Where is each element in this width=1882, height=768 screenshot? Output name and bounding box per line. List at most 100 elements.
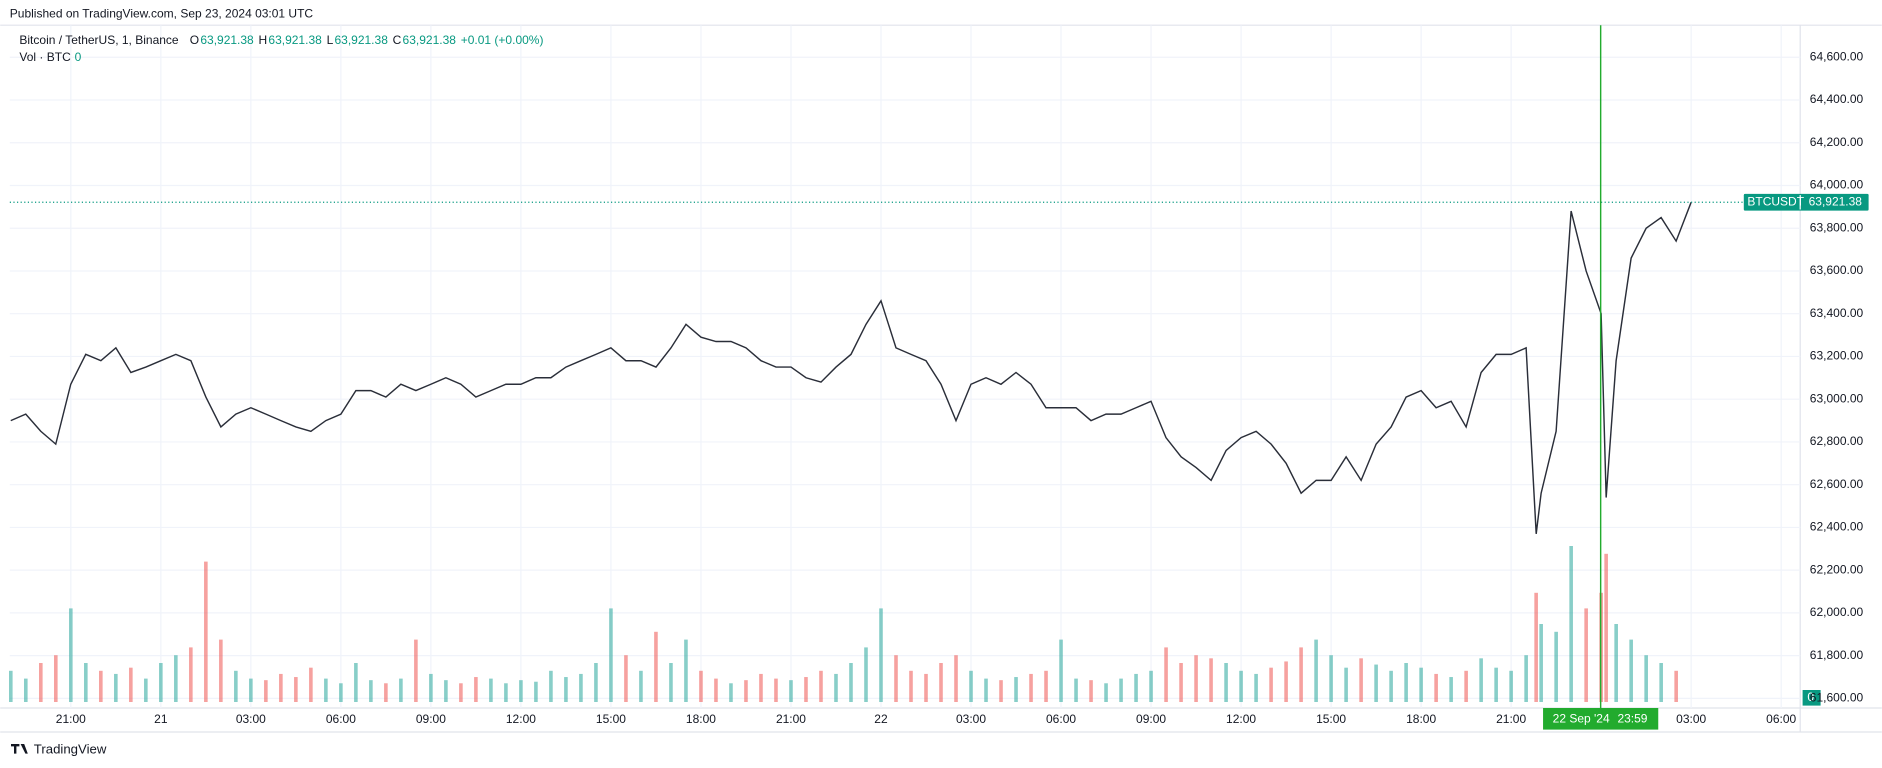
volume-bar	[489, 678, 493, 702]
volume-bar	[1534, 592, 1538, 702]
ohlc-label: H	[259, 33, 268, 47]
volume-bar	[9, 670, 13, 702]
volume-bar	[459, 683, 463, 702]
volume-bar	[1314, 639, 1318, 702]
volume-bar	[219, 639, 223, 702]
y-tick-label: 62,600.00	[1810, 477, 1864, 491]
x-tick-label: 15:00	[596, 712, 626, 726]
x-tick-label: 12:00	[506, 712, 536, 726]
volume-bar	[204, 561, 208, 702]
x-tick-label: 12:00	[1226, 712, 1256, 726]
volume-bar	[309, 667, 313, 702]
last-price-symbol: BTCUSDT	[1747, 194, 1804, 208]
volume-bar	[639, 670, 643, 702]
y-tick-label: 64,000.00	[1810, 178, 1864, 192]
volume-bar	[939, 663, 943, 702]
volume-bar	[144, 678, 148, 702]
volume-bar	[729, 683, 733, 702]
volume-bar	[669, 663, 673, 702]
volume-bar	[1239, 670, 1243, 702]
price-line	[10, 202, 1692, 534]
volume-bar	[999, 680, 1003, 702]
volume-bar	[579, 673, 583, 702]
volume-bar	[1029, 673, 1033, 702]
volume-bar	[954, 655, 958, 702]
volume-bar	[969, 670, 973, 702]
volume-bar	[1164, 647, 1168, 702]
crosshair-time: 23:59	[1617, 712, 1647, 726]
x-tick-label: 09:00	[1136, 712, 1166, 726]
x-tick-label: 21:00	[1496, 712, 1526, 726]
volume-bar	[1404, 663, 1408, 702]
volume-bar	[789, 680, 793, 702]
y-tick-label: 64,600.00	[1810, 49, 1864, 63]
volume-bar	[864, 647, 868, 702]
volume-bar	[1509, 670, 1513, 702]
volume-bar	[1179, 663, 1183, 702]
grid	[9, 25, 1801, 708]
volume-bar	[99, 670, 103, 702]
x-tick-label: 06:00	[326, 712, 356, 726]
brand-name: TradingView	[34, 741, 107, 756]
volume-bar	[1374, 664, 1378, 702]
volume-bar	[189, 647, 193, 702]
x-tick-label: 09:00	[416, 712, 446, 726]
crosshair-date: 22 Sep '24	[1553, 712, 1610, 726]
volume-bar	[594, 663, 598, 702]
volume-bar	[1329, 655, 1333, 702]
volume-bar	[264, 680, 268, 702]
volume-bar	[849, 663, 853, 702]
volume-bar	[369, 680, 373, 702]
volume-bar	[1659, 663, 1663, 702]
volume-bar	[1224, 663, 1228, 702]
x-tick-label: 03:00	[236, 712, 266, 726]
y-tick-label: 62,000.00	[1810, 605, 1864, 619]
volume-bar	[519, 680, 523, 702]
ohlc-label: L	[327, 33, 334, 47]
volume-bar	[1359, 658, 1363, 702]
volume-bar	[699, 670, 703, 702]
last-price-value: 63,921.38	[1809, 194, 1863, 208]
volume-bar	[1604, 553, 1608, 702]
volume-bar	[114, 673, 118, 702]
y-tick-label: 64,400.00	[1810, 92, 1864, 106]
crosshair-badge	[1543, 708, 1659, 730]
volume-bar	[984, 678, 988, 702]
volume-bar	[819, 670, 823, 702]
volume-bar	[1464, 670, 1468, 702]
x-tick-label: 21:00	[776, 712, 806, 726]
ohlc-label: O	[190, 33, 199, 47]
volume-bar	[1194, 655, 1198, 702]
volume-bar	[174, 655, 178, 702]
volume-bar	[1134, 673, 1138, 702]
volume-bar	[1044, 670, 1048, 702]
y-tick-label: 63,800.00	[1810, 220, 1864, 234]
volume-bar	[1434, 673, 1438, 702]
volume-bar	[1569, 546, 1573, 702]
volume-bar	[54, 655, 58, 702]
x-tick-label: 15:00	[1316, 712, 1346, 726]
ohlc-label: C	[393, 33, 402, 47]
volume-bar	[324, 678, 328, 702]
symbol-title: Bitcoin / TetherUS, 1, Binance	[19, 33, 179, 47]
x-tick-label: 18:00	[686, 712, 716, 726]
y-tick-label: 62,200.00	[1810, 562, 1864, 576]
volume-bar	[1119, 678, 1123, 702]
y-tick-label: 62,800.00	[1810, 434, 1864, 448]
volume-bar	[909, 670, 913, 702]
ohlc-value: 63,921.38	[334, 33, 388, 47]
volume-bar	[1149, 670, 1153, 702]
y-tick-label: 61,600.00	[1810, 691, 1864, 705]
x-tick-label: 18:00	[1406, 712, 1436, 726]
volume-bar	[759, 673, 763, 702]
volume-bar	[1674, 670, 1678, 702]
volume-bar	[879, 608, 883, 702]
volume-bar	[1014, 677, 1018, 702]
volume-bar	[609, 608, 613, 702]
volume-bar	[654, 631, 658, 702]
published-note: Published on TradingView.com, Sep 23, 20…	[10, 7, 314, 21]
volume-current: 0	[75, 50, 82, 64]
x-tick-label: 21	[154, 712, 168, 726]
x-tick-label: 21:00	[56, 712, 86, 726]
volume-bar	[384, 683, 388, 702]
